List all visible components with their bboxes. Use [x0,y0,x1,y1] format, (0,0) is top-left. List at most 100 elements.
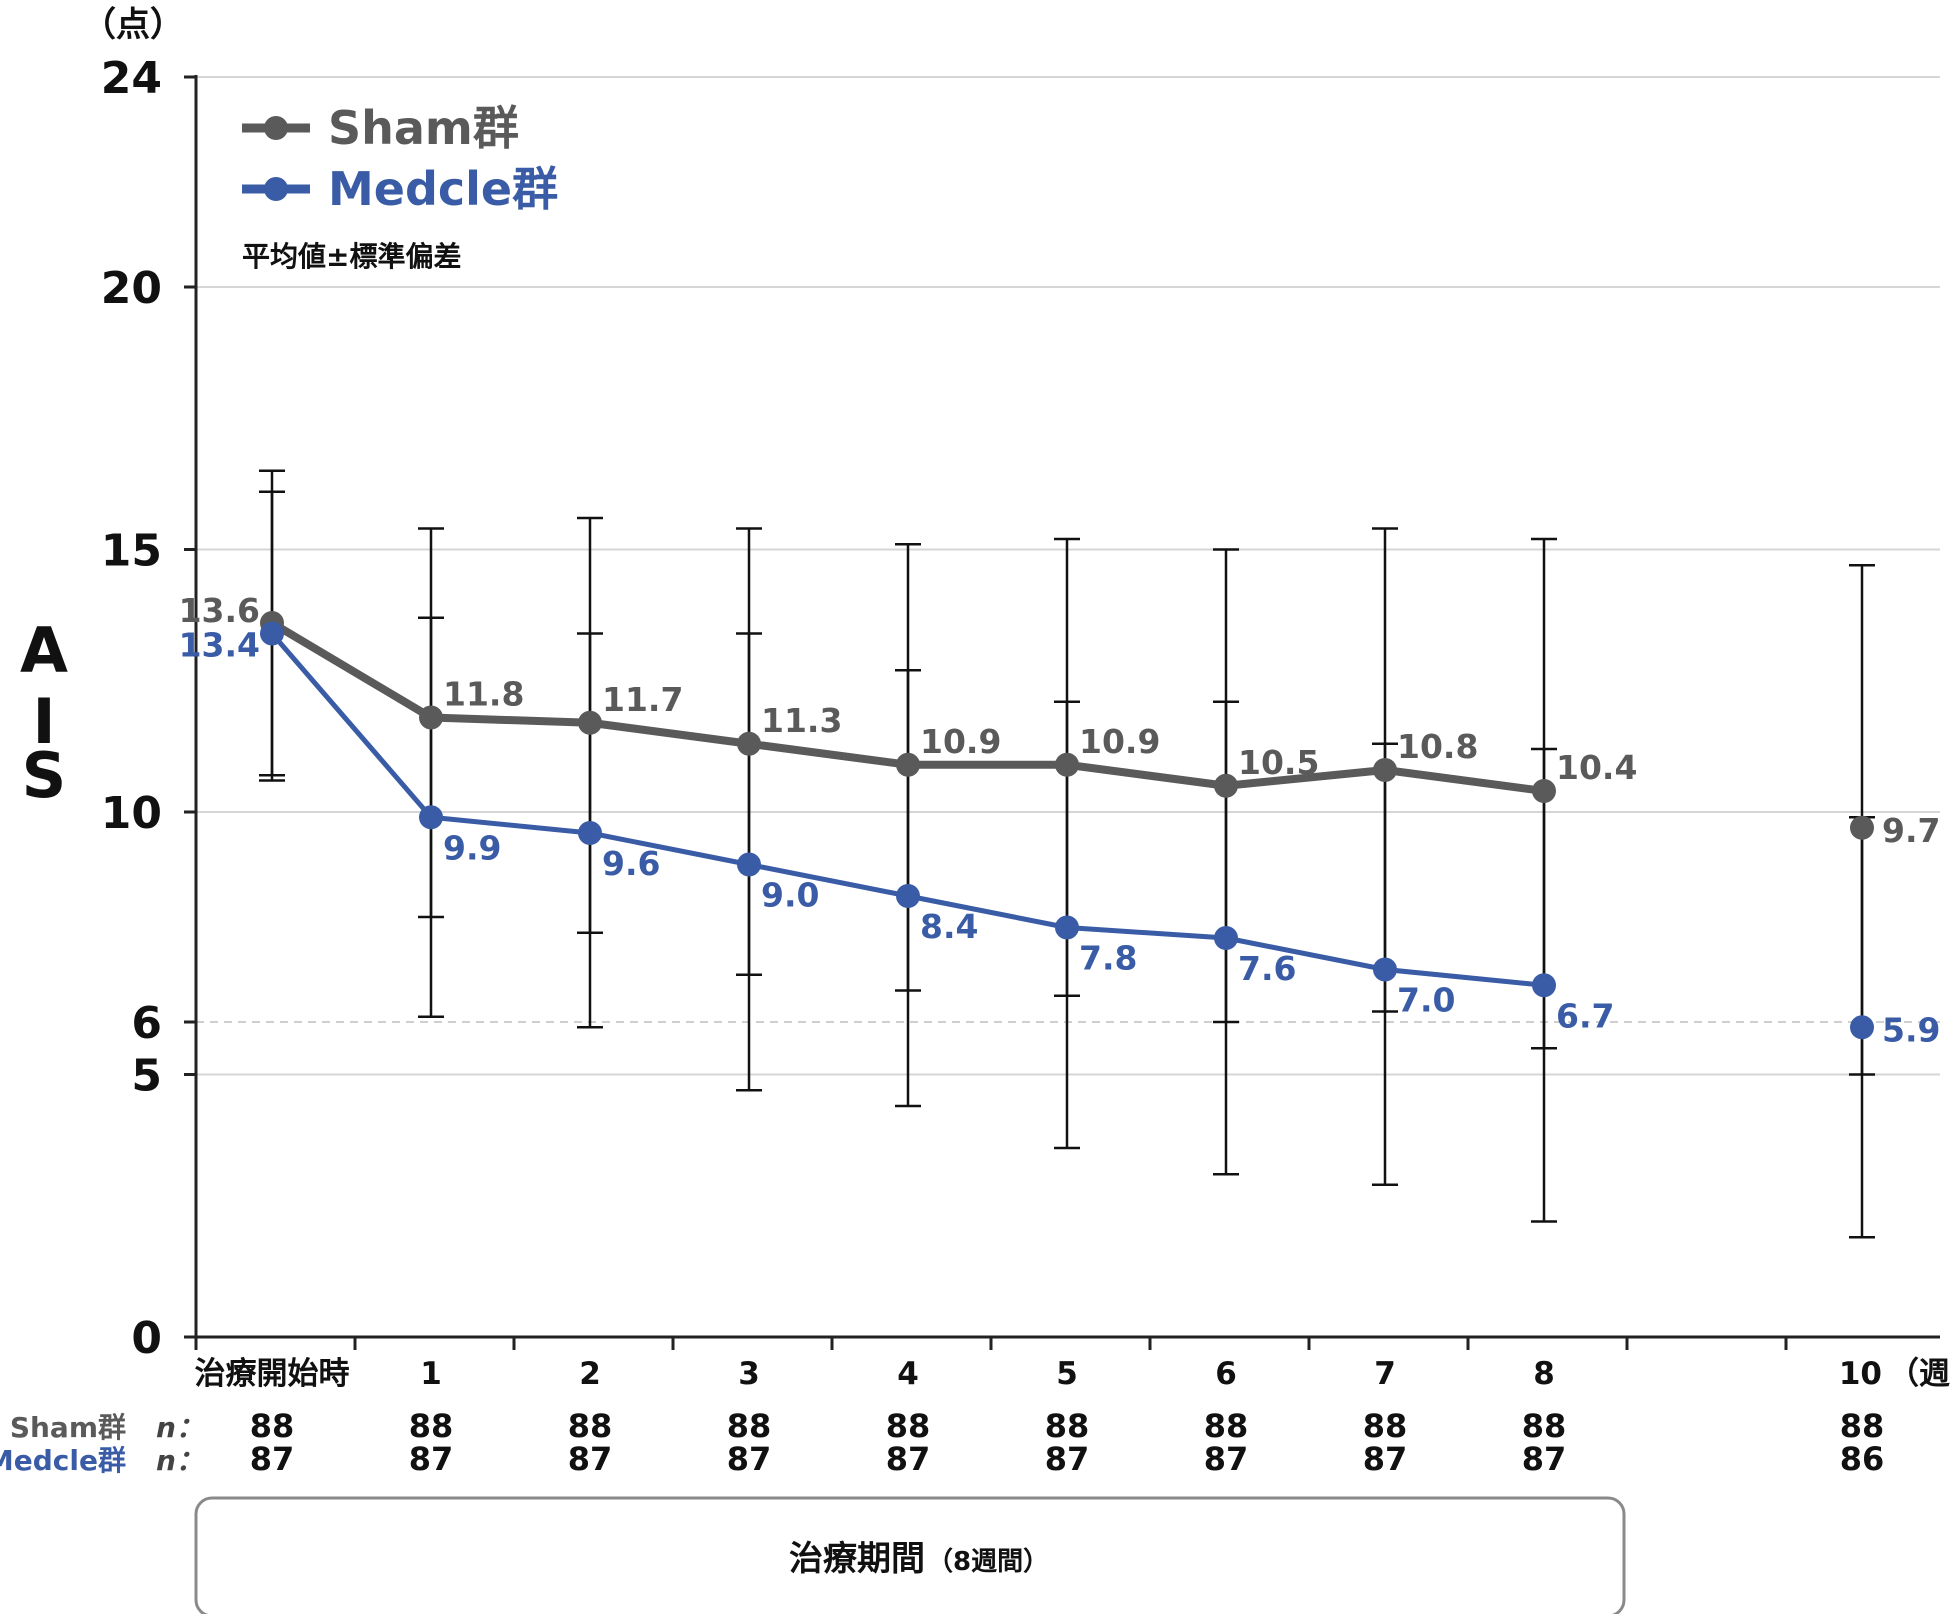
n-row-label: Medcle群 [0,1444,126,1477]
y-tick-label: 0 [131,1313,162,1364]
legend-sham-marker [264,116,288,140]
treatment-period-label: 治療期間 [789,1539,925,1579]
n-cell: 87 [1522,1440,1567,1478]
data-label-medcle: 6.7 [1556,996,1614,1035]
n-cell: 86 [1840,1440,1885,1478]
data-label-sham: 10.9 [1079,722,1160,761]
x-unit-label: （週） [1888,1356,1950,1392]
y-unit-label: （点） [82,5,184,45]
x-axis: （週） 治療開始時 1 2 3 4 5 6 7 8 10 [194,1335,1950,1392]
n-cell: 87 [1363,1440,1408,1478]
legend-medcle-label: Medcle群 [328,162,558,216]
y-tick-label: 10 [101,788,162,839]
n-row-n-label: n： [156,1411,204,1444]
n-cell: 87 [250,1440,295,1478]
data-point-medcle [1055,915,1079,940]
n-cell: 88 [727,1407,772,1445]
data-label-sham: 10.5 [1238,743,1319,782]
data-label-medcle: 7.0 [1397,981,1455,1020]
data-labels: 13.6 11.8 11.7 11.3 10.9 10.9 10.5 10.8 10.4 9.7 1… [179,591,1941,1049]
y-axis-title: AIS [20,614,68,812]
y-axis: （点） 0 56 10 15 20 24 [82,5,198,1364]
y-title-letter: I [32,685,55,758]
y-tick-label: 6 [131,998,162,1049]
error-bars [259,469,1875,1239]
data-point-medcle [1850,1015,1874,1040]
n-cell: 87 [886,1440,931,1478]
data-point-sham [578,710,602,735]
data-label-medcle: 8.4 [920,907,978,946]
data-point-medcle [578,821,602,845]
data-point-sham [1055,752,1079,777]
data-point-medcle [737,852,761,877]
data-label-medcle: 7.6 [1238,949,1296,988]
data-point-medcle [260,621,284,646]
data-label-medcle: 5.9 [1882,1010,1940,1049]
x-tick-label: 7 [1374,1356,1396,1392]
data-label-medcle: 9.9 [443,828,501,867]
data-point-medcle [419,805,443,830]
treatment-period-frame [194,1496,1626,1614]
data-label-sham: 9.7 [1882,811,1940,850]
data-label-sham: 11.3 [761,701,842,740]
data-label-medcle: 9.0 [761,876,819,915]
data-label-sham: 10.9 [920,722,1001,761]
x-tick-label: 4 [897,1356,919,1392]
data-point-medcle [1373,957,1397,982]
y-tick-label: 15 [101,526,162,577]
n-cell: 87 [568,1440,613,1478]
data-label-medcle: 7.8 [1079,939,1137,978]
n-table: Sham群 n： 88 88 88 88 88 88 88 88 88 88 Medcle群 n： 87 87… [0,1407,1884,1478]
data-point-sham [1214,773,1238,798]
stat-note: 平均値±標準偏差 [242,240,461,273]
y-title-letter: A [20,614,68,687]
data-point-sham [419,705,443,730]
legend-medcle-marker [264,177,288,201]
data-point-sham [896,752,920,777]
x-tick-label: 治療開始時 [195,1356,350,1392]
data-point-sham [737,731,761,756]
legend: Sham群 Medcle群 平均値±標準偏差 [242,101,558,273]
n-cell: 88 [409,1407,454,1445]
treatment-period-sub: （8週間） [927,1547,1049,1577]
data-point-sham [1373,758,1397,782]
n-cell: 88 [1045,1407,1090,1445]
n-cell: 88 [1522,1407,1567,1445]
legend-sham-label: Sham群 [328,101,519,155]
y-tick-label: 24 [101,53,162,104]
n-cell: 87 [409,1440,454,1478]
data-label-sham: 10.8 [1397,727,1478,766]
data-label-medcle: 9.6 [602,844,660,883]
n-cell: 87 [1045,1440,1090,1478]
x-tick-label: 6 [1215,1356,1237,1392]
y-tick-label: 5 [131,1051,162,1102]
x-tick-label: 8 [1533,1356,1555,1392]
n-cell: 88 [886,1407,931,1445]
data-label-sham: 11.8 [443,675,524,714]
y-title-letter: S [22,739,67,812]
n-row-label: Sham群 [10,1411,126,1444]
n-cell: 88 [568,1407,613,1445]
treatment-period-box: 治療期間 （8週間） [194,1496,1626,1614]
y-tick-label: 20 [101,263,162,314]
data-label-sham: 10.4 [1556,748,1637,787]
n-cell: 88 [1840,1407,1885,1445]
x-tick-label: 3 [738,1356,760,1392]
n-row-n-label: n： [156,1444,204,1477]
n-cell: 87 [1204,1440,1249,1478]
n-cell: 88 [1363,1407,1408,1445]
x-tick-label: 2 [579,1356,601,1392]
x-tick-label: 1 [420,1356,442,1392]
data-label-sham: 11.7 [602,680,683,719]
n-cell: 87 [727,1440,772,1478]
data-label-sham: 13.6 [179,591,260,630]
data-point-sham [1850,815,1874,840]
data-point-medcle [1532,973,1556,998]
data-point-sham [1532,779,1556,803]
x-tick-label: 5 [1056,1356,1078,1392]
n-cell: 88 [1204,1407,1249,1445]
data-point-medcle [1214,926,1238,950]
data-point-medcle [896,884,920,908]
x-tick-label: 10 [1839,1356,1882,1392]
